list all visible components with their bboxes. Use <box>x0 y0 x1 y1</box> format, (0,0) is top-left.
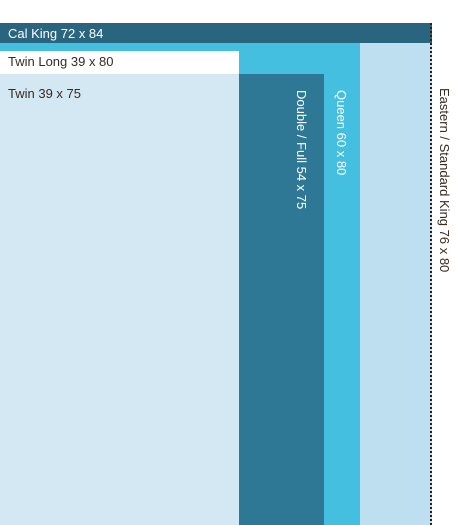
twin-label: Twin 39 x 75 <box>8 86 81 101</box>
eastern-king-label: Eastern / Standard King 76 x 80 <box>437 88 452 273</box>
twin-long-label: Twin Long 39 x 80 <box>8 54 114 69</box>
eastern-king-dashed-edge <box>430 23 432 525</box>
twin-bed-region <box>0 74 239 525</box>
cal-king-label: Cal King 72 x 84 <box>8 26 104 41</box>
queen-label: Queen 60 x 80 <box>334 90 349 176</box>
double-full-label: Double / Full 54 x 75 <box>294 90 309 210</box>
right-margin <box>432 0 456 525</box>
